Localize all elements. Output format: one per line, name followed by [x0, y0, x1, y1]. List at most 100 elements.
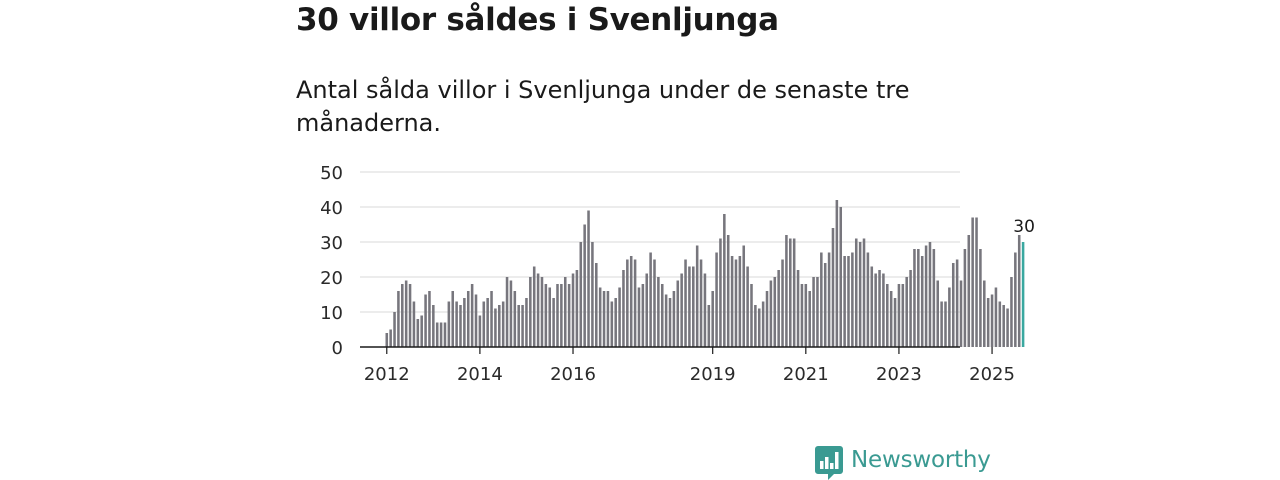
bar — [897, 284, 901, 347]
bar — [552, 298, 555, 347]
bar — [816, 277, 819, 347]
bar — [459, 305, 462, 347]
bar — [556, 284, 559, 347]
bar — [944, 301, 947, 347]
bar — [940, 301, 943, 347]
bar — [901, 284, 905, 347]
bar — [792, 238, 796, 347]
brand-name: Newsworthy — [851, 447, 991, 473]
y-tick-label: 20 — [320, 268, 343, 289]
bar — [688, 266, 691, 347]
bar — [548, 287, 552, 347]
bar — [591, 242, 594, 347]
bar — [750, 284, 753, 347]
bar — [439, 322, 443, 347]
bar — [986, 298, 990, 347]
bar — [804, 284, 808, 347]
axes — [360, 346, 993, 354]
bar — [540, 277, 544, 347]
bar — [598, 287, 602, 347]
bar — [416, 319, 420, 347]
bar — [486, 298, 489, 347]
bar — [536, 273, 540, 347]
bar — [711, 291, 714, 347]
bar — [432, 305, 435, 347]
bar — [610, 301, 614, 347]
bar — [408, 284, 412, 347]
bar — [886, 284, 889, 347]
bar — [789, 238, 792, 347]
bar — [443, 322, 447, 347]
y-tick-label: 30 — [320, 233, 343, 254]
bar — [389, 329, 392, 347]
x-tick-label: 2021 — [783, 364, 829, 385]
bar — [882, 273, 885, 347]
bar — [633, 259, 637, 347]
bar — [781, 259, 784, 347]
brand-logo[interactable]: Newsworthy — [815, 446, 991, 480]
bar — [657, 277, 660, 347]
bar — [532, 266, 536, 347]
bar — [513, 291, 517, 347]
bar — [560, 284, 563, 347]
grid-lines — [360, 171, 960, 313]
bar — [447, 301, 451, 347]
bar — [649, 252, 652, 347]
y-tick-label: 10 — [320, 303, 343, 324]
x-tick-label: 2012 — [364, 364, 410, 385]
bar — [719, 238, 722, 347]
axis-labels: 0 10 20 30 40 50 2012 2014 2016 2019 2021 2023 2025 3… — [320, 163, 1035, 385]
bar — [579, 242, 583, 347]
bar — [474, 294, 478, 347]
bar — [812, 277, 815, 347]
bar — [920, 256, 924, 347]
bar — [602, 291, 606, 347]
bar — [668, 298, 672, 347]
bar — [393, 312, 396, 347]
bar — [1010, 277, 1013, 347]
bar-highlight — [1021, 242, 1025, 347]
bar — [905, 277, 908, 347]
bar — [870, 266, 874, 347]
bar — [595, 263, 598, 347]
bar — [742, 245, 746, 347]
bar — [614, 298, 617, 347]
bar — [878, 270, 881, 347]
bar — [847, 256, 850, 347]
bar — [913, 249, 916, 347]
bar — [478, 315, 482, 347]
bar — [626, 259, 629, 347]
bar — [765, 291, 769, 347]
bar — [820, 252, 823, 347]
bar — [622, 270, 625, 347]
bar — [723, 214, 726, 347]
bar — [796, 270, 800, 347]
bar — [990, 294, 994, 347]
bar — [463, 298, 466, 347]
bar — [618, 287, 621, 347]
bar — [854, 238, 858, 347]
bar — [893, 298, 897, 347]
bar — [703, 273, 707, 347]
bar — [451, 291, 455, 347]
last-value-label: 30 — [1013, 217, 1035, 237]
x-tick-label: 2014 — [457, 364, 503, 385]
bar — [412, 301, 416, 347]
bar — [800, 284, 804, 347]
bar — [1002, 305, 1005, 347]
bar — [979, 249, 982, 347]
bar — [385, 333, 389, 347]
bar — [827, 252, 831, 347]
bar — [660, 284, 664, 347]
x-tick-label: 2023 — [876, 364, 922, 385]
newsworthy-logo-icon — [815, 446, 843, 480]
bar — [494, 308, 497, 347]
bar — [397, 291, 400, 347]
bar — [455, 301, 458, 347]
bar — [1006, 308, 1009, 347]
bar — [761, 301, 765, 347]
bar — [757, 308, 761, 347]
bar — [664, 294, 668, 347]
bar — [963, 249, 967, 347]
bar — [1017, 235, 1021, 347]
